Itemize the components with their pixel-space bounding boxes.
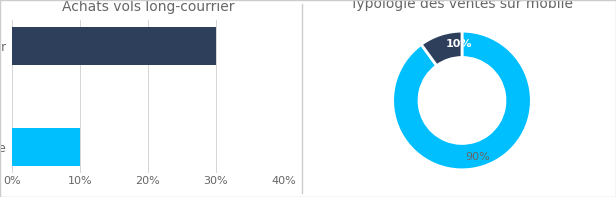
Title: Achats vols long-courrier: Achats vols long-courrier (62, 0, 234, 14)
Title: Typologie des ventes sur mobile: Typologie des ventes sur mobile (351, 0, 573, 11)
Wedge shape (392, 31, 532, 170)
Text: 10%: 10% (445, 39, 472, 49)
Wedge shape (421, 31, 462, 66)
Bar (12, 128, 80, 166)
Bar (12, 27, 216, 65)
Text: 90%: 90% (465, 152, 490, 162)
